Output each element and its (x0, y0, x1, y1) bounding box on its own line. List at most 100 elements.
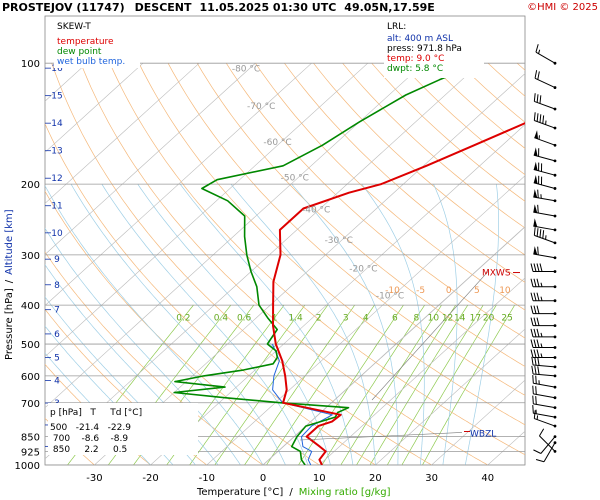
mixing-ratio-label: 20 (483, 314, 495, 324)
altitude-label: 5 (54, 354, 60, 364)
isotherm (544, 63, 600, 465)
wind-barb (533, 175, 557, 190)
line-labels: MXWS WBZL -80 °C -70 °C -60 °C -50 °C -40 °C -3… (176, 65, 520, 439)
mixing-ratio-label: 8 (413, 314, 419, 324)
lrl-title: LRL: (387, 22, 406, 32)
wind-barb (533, 112, 557, 130)
altitude-label: 7 (54, 306, 60, 316)
dew-point-series (173, 62, 481, 465)
isotherm (45, 62, 144, 153)
table-row: 700 -8.6 -8.9 (50, 434, 128, 444)
wind-barb (535, 44, 557, 65)
level-markers (299, 271, 489, 441)
wind-barb (532, 405, 557, 419)
wind-barb (533, 227, 557, 245)
wind-barb (530, 305, 557, 316)
mixing-ratio-label: 3 (343, 314, 349, 324)
altitude-label: 4 (54, 377, 60, 387)
wind-barb (530, 349, 557, 359)
dry-adiabat (342, 62, 525, 229)
mixing-ratio-label: 0.2 (176, 314, 190, 324)
dew-point-line (173, 62, 481, 465)
wind-barb (533, 189, 557, 203)
y-tick-label: 850 (21, 433, 40, 444)
isotherm (45, 62, 425, 409)
mixing-ratio-label: 1 (272, 314, 278, 324)
legend-dew-point: dew point (57, 47, 102, 57)
isotherm-label: -50 °C (281, 174, 309, 184)
temperature-line (272, 122, 525, 465)
dry-adiabat (546, 63, 600, 465)
wind-barb (532, 385, 557, 400)
wind-barb (533, 218, 557, 232)
x-tick-label: 30 (425, 473, 438, 484)
isotherm (262, 226, 525, 465)
mixing-ratio-label: 0.4 (214, 314, 229, 324)
values-table: p [hPa] T Td [°C] 500 -21.4 -22.9 700 -8… (48, 403, 198, 455)
dry-adiabat (284, 62, 525, 283)
wind-barb (532, 375, 557, 389)
x-tick-label: -30 (86, 473, 102, 484)
dry-adiabat (167, 63, 525, 396)
wind-barb (530, 339, 557, 349)
mixing-ratio-label: 12 (442, 314, 453, 324)
isotherm-label: -60 °C (263, 138, 291, 148)
wind-barb (533, 246, 557, 260)
wind-barb (533, 435, 557, 454)
adiabat-label: -10 (385, 286, 400, 296)
isotherm (45, 62, 256, 255)
altitude-label: 11 (51, 202, 62, 212)
isotherm-label: -70 °C (247, 102, 275, 112)
altitude-label: 10 (51, 229, 63, 239)
isotherm-label: -10 °C (376, 291, 404, 301)
dry-adiabat (226, 63, 525, 339)
lrl-alt: alt: 400 m ASL (387, 34, 453, 44)
wind-barb (533, 204, 557, 218)
wind-barb (539, 428, 557, 453)
wind-barb (530, 328, 557, 339)
isotherm (45, 62, 200, 204)
isotherm-label: -20 °C (349, 265, 377, 275)
legend-wet-bulb: wet bulb temp. (57, 57, 125, 67)
wind-barb (530, 292, 557, 303)
isotherm (45, 62, 481, 460)
mixing-ratio-label: 2 (316, 314, 322, 324)
isotherm (45, 62, 368, 358)
dry-adiabat (138, 63, 525, 426)
altitude-label: 6 (54, 330, 60, 340)
table-row: 850 2.2 0.5 (50, 445, 127, 455)
wind-barb (533, 410, 557, 428)
wind-barb (531, 356, 557, 369)
mixing-ratio-label: 10 (428, 314, 440, 324)
mixing-ratio-label: 25 (501, 314, 512, 324)
isotherm (206, 175, 525, 465)
plot-area (45, 62, 600, 465)
wbzl-label: WBZL (470, 429, 496, 439)
wind-barb (535, 441, 557, 463)
wind-barb (531, 365, 557, 378)
wind-barb (530, 317, 557, 328)
wind-barb (533, 93, 557, 111)
legend-temperature: temperature (57, 37, 114, 47)
wind-barb (530, 278, 557, 289)
adiabat-label: 5 (474, 286, 480, 296)
dry-adiabat (196, 63, 525, 367)
isotherm (431, 379, 525, 465)
x-axis-label: Temperature [°C] / Mixing ratio [g/kg] (196, 487, 391, 498)
isotherm (45, 62, 312, 306)
isotherm-label: -80 °C (232, 65, 260, 75)
dry-adiabat (255, 63, 525, 311)
isotherm (94, 73, 525, 465)
x-tick-label: 10 (313, 473, 326, 484)
wind-barb (532, 395, 557, 410)
adiabat-label: 0 (446, 286, 452, 296)
mxws-leader (371, 271, 489, 401)
wind-barb (530, 263, 557, 273)
altitude-label: 15 (51, 92, 62, 102)
isotherm-label: -40 °C (302, 205, 330, 215)
table-header: p [hPa] T Td [°C] (50, 408, 142, 418)
wind-barbs (530, 44, 557, 463)
mixing-ratio-label: 4 (363, 314, 369, 324)
adiabat-label: 10 (499, 286, 511, 296)
